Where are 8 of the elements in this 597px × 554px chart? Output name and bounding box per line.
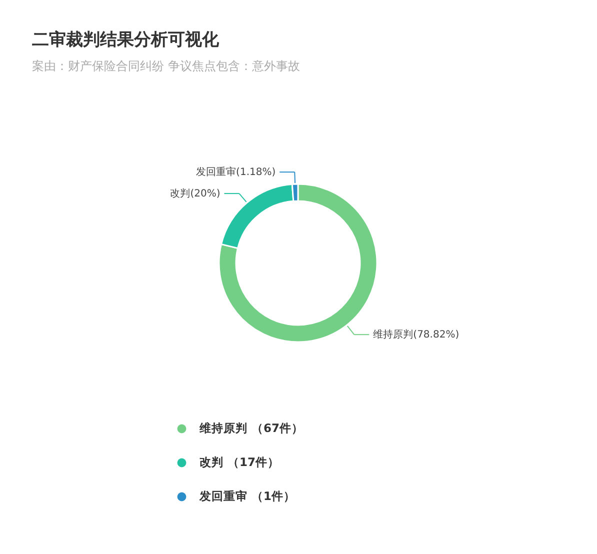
legend-label: 维持原判 （67件） bbox=[198, 420, 304, 435]
data-label: 改判(20%) bbox=[170, 188, 220, 200]
chart-title: 二审裁判结果分析可视化 bbox=[32, 30, 220, 50]
data-label: 维持原判(78.82%) bbox=[373, 328, 460, 341]
data-label: 发回重审(1.18%) bbox=[196, 166, 276, 178]
legend-label: 发回重审 （1件） bbox=[198, 488, 296, 503]
chart-subtitle: 案由：财产保险合同纠纷 争议焦点包含：意外事故 bbox=[32, 59, 300, 73]
legend-label: 改判 （17件） bbox=[200, 454, 280, 469]
